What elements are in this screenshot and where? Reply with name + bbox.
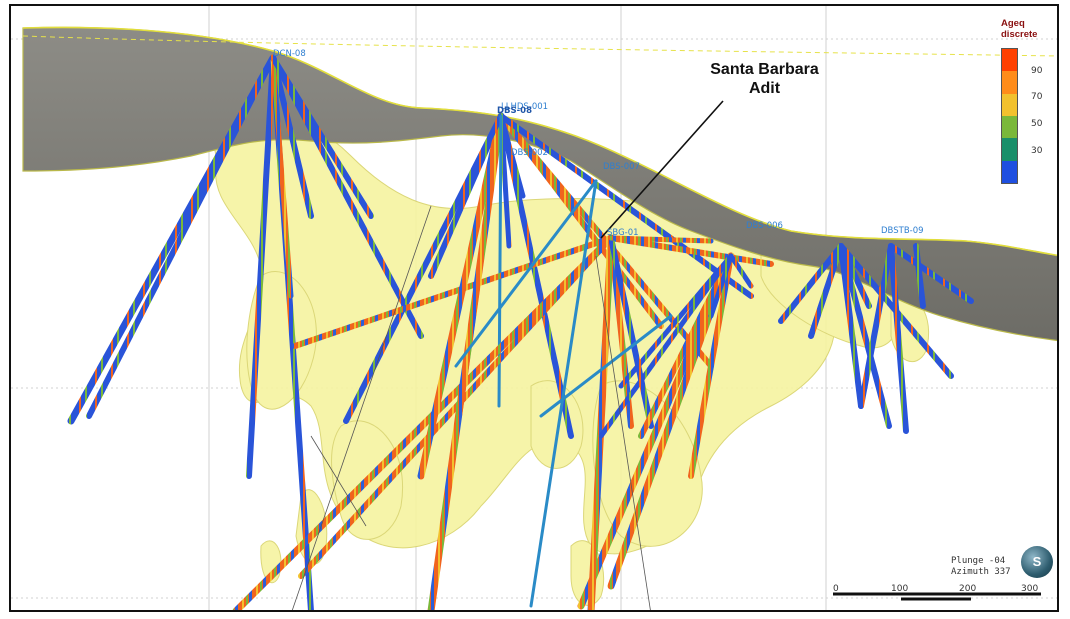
collar-label: DBS-006 [746,221,783,231]
drillhole-trace [888,243,974,304]
legend-tick: 90 [1031,66,1043,76]
drillhole-trace [270,55,424,339]
drillhole-trace [427,112,505,610]
drillhole-trace [888,243,909,434]
legend-swatch [1002,93,1017,116]
scale-label: 0 [833,584,839,594]
drillhole-trace [838,243,864,409]
drillhole-trace [608,235,774,267]
drillhole-trace [577,252,735,610]
3d-scene [11,6,1057,610]
legend-swatch [1002,49,1017,72]
drillhole-trace [539,314,673,418]
legend-title-line-1: Ageq [1001,18,1025,29]
drillhole-trace [232,234,615,610]
drillhole-trace [298,235,614,579]
legend-tick: 70 [1031,92,1043,102]
drillhole-trace [638,253,734,439]
drillhole-trace [858,243,894,409]
company-logo: S [1021,546,1053,578]
drillhole-trace [498,113,526,199]
drillhole-trace [529,179,598,608]
scale-label: 100 [891,584,909,594]
view-orientation: Plunge -04 Azimuth 337 [951,556,1011,578]
collar-label: DBS-002 [511,148,548,158]
drillhole-trace [688,253,734,479]
drillhole-trace [246,55,276,479]
drillhole-trace [608,235,714,244]
azimuth-readout: Azimuth 337 [951,567,1011,577]
drillhole-trace [587,234,615,610]
collar-label: DBS-007 [603,162,640,172]
section-view: DCN-08 LLHDS-001 DBS-08 DBS-002 DBS-007 … [9,4,1059,612]
scale-label: 200 [959,584,977,594]
drillhole-trace [728,253,754,289]
legend-swatch [1002,115,1017,139]
collar-label: LLHDS-001 [501,102,549,112]
drillhole-trace [292,235,614,349]
collar-label: SBG-01 [607,228,639,238]
annotation-line-2: Adit [748,80,781,97]
annotation-line-1: Santa Barbara [710,61,819,78]
collar-label: DBSTB-09 [881,226,924,236]
drillhole-trace [270,55,374,219]
drillhole-trace [838,243,892,429]
drillhole-trace [913,243,926,309]
drillhole-trace [778,243,844,324]
drillhole-trace [86,55,276,419]
adit-callout [600,100,724,239]
plunge-readout: Plunge -04 [951,556,1006,566]
drillhole-trace [608,235,654,429]
legend-swatch [1002,138,1017,161]
section-line [595,255,651,610]
legend-tick: 30 [1031,146,1043,156]
drillhole-traces [67,54,974,610]
section-line [310,435,367,527]
legend-tick: 50 [1031,119,1043,129]
drillhole-trace [708,253,734,319]
drillhole-trace [498,113,574,439]
legend-swatch [1002,71,1017,94]
grade-legend: Ageq discrete 90 70 50 30 [1001,18,1057,188]
legend-title: Ageq discrete [1001,18,1057,40]
collar-label: DBS-08 [497,106,533,116]
legend-title-line-2: discrete [1001,29,1038,40]
legend-swatch [1002,160,1017,183]
collar-label: DCN-08 [273,49,306,59]
legend-color-ramp [1001,48,1018,184]
drillhole-trace [454,179,598,368]
drillhole-trace [270,55,294,299]
scale-bar [833,592,1041,601]
drillhole-trace [608,235,634,429]
drillhole-trace [838,243,872,309]
section-line [291,205,432,610]
drillhole-trace [598,253,734,439]
adit-annotation: Santa Barbara Adit [687,60,842,98]
scale-label: 300 [1021,584,1039,594]
drillhole-trace [498,113,754,299]
drillhole-trace [808,243,844,339]
drillhole-trace [270,55,314,219]
drillhole-trace [343,113,504,424]
